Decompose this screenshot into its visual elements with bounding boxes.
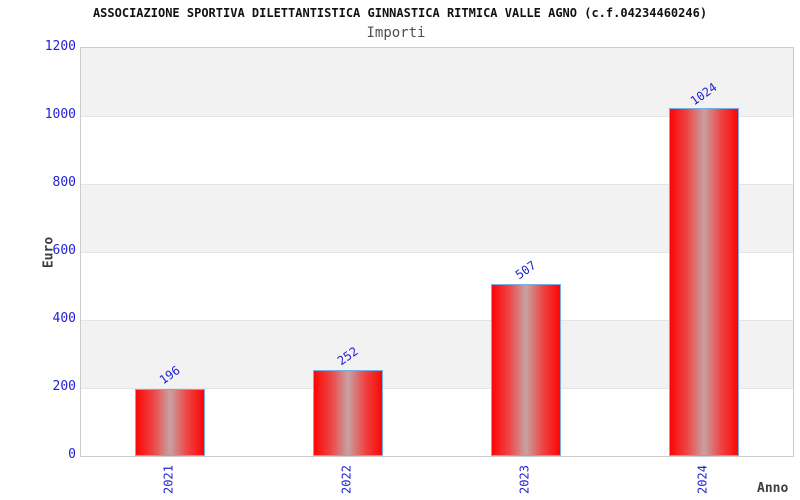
y-tick-label: 600 bbox=[52, 243, 76, 258]
y-tick-label: 0 bbox=[68, 447, 76, 462]
x-axis-title: Anno bbox=[757, 481, 789, 496]
gridline bbox=[81, 388, 793, 389]
bar bbox=[491, 284, 561, 456]
gridline bbox=[81, 184, 793, 185]
y-tick-label: 400 bbox=[52, 311, 76, 326]
grid-band bbox=[81, 48, 793, 116]
y-tick-label: 1000 bbox=[44, 107, 76, 122]
x-tick-label: 2022 bbox=[339, 465, 354, 494]
gridline bbox=[81, 116, 793, 117]
chart-subtitle: Importi bbox=[366, 25, 426, 41]
gridline bbox=[81, 320, 793, 321]
x-tick-label: 2021 bbox=[161, 465, 176, 494]
x-tick-label: 2023 bbox=[517, 465, 532, 494]
y-axis-title: Euro bbox=[41, 236, 57, 269]
y-tick-label: 800 bbox=[52, 175, 76, 190]
gridline bbox=[81, 252, 793, 253]
plot-area: 196 252 507 1024 bbox=[80, 47, 794, 457]
y-tick-label: 1200 bbox=[44, 39, 76, 54]
x-tick-label: 2024 bbox=[695, 465, 710, 494]
bar bbox=[135, 389, 205, 456]
y-tick-label: 200 bbox=[52, 379, 76, 394]
bar bbox=[313, 370, 383, 456]
bar bbox=[669, 108, 739, 456]
chart-title: ASSOCIAZIONE SPORTIVA DILETTANTISTICA GI… bbox=[92, 6, 708, 20]
